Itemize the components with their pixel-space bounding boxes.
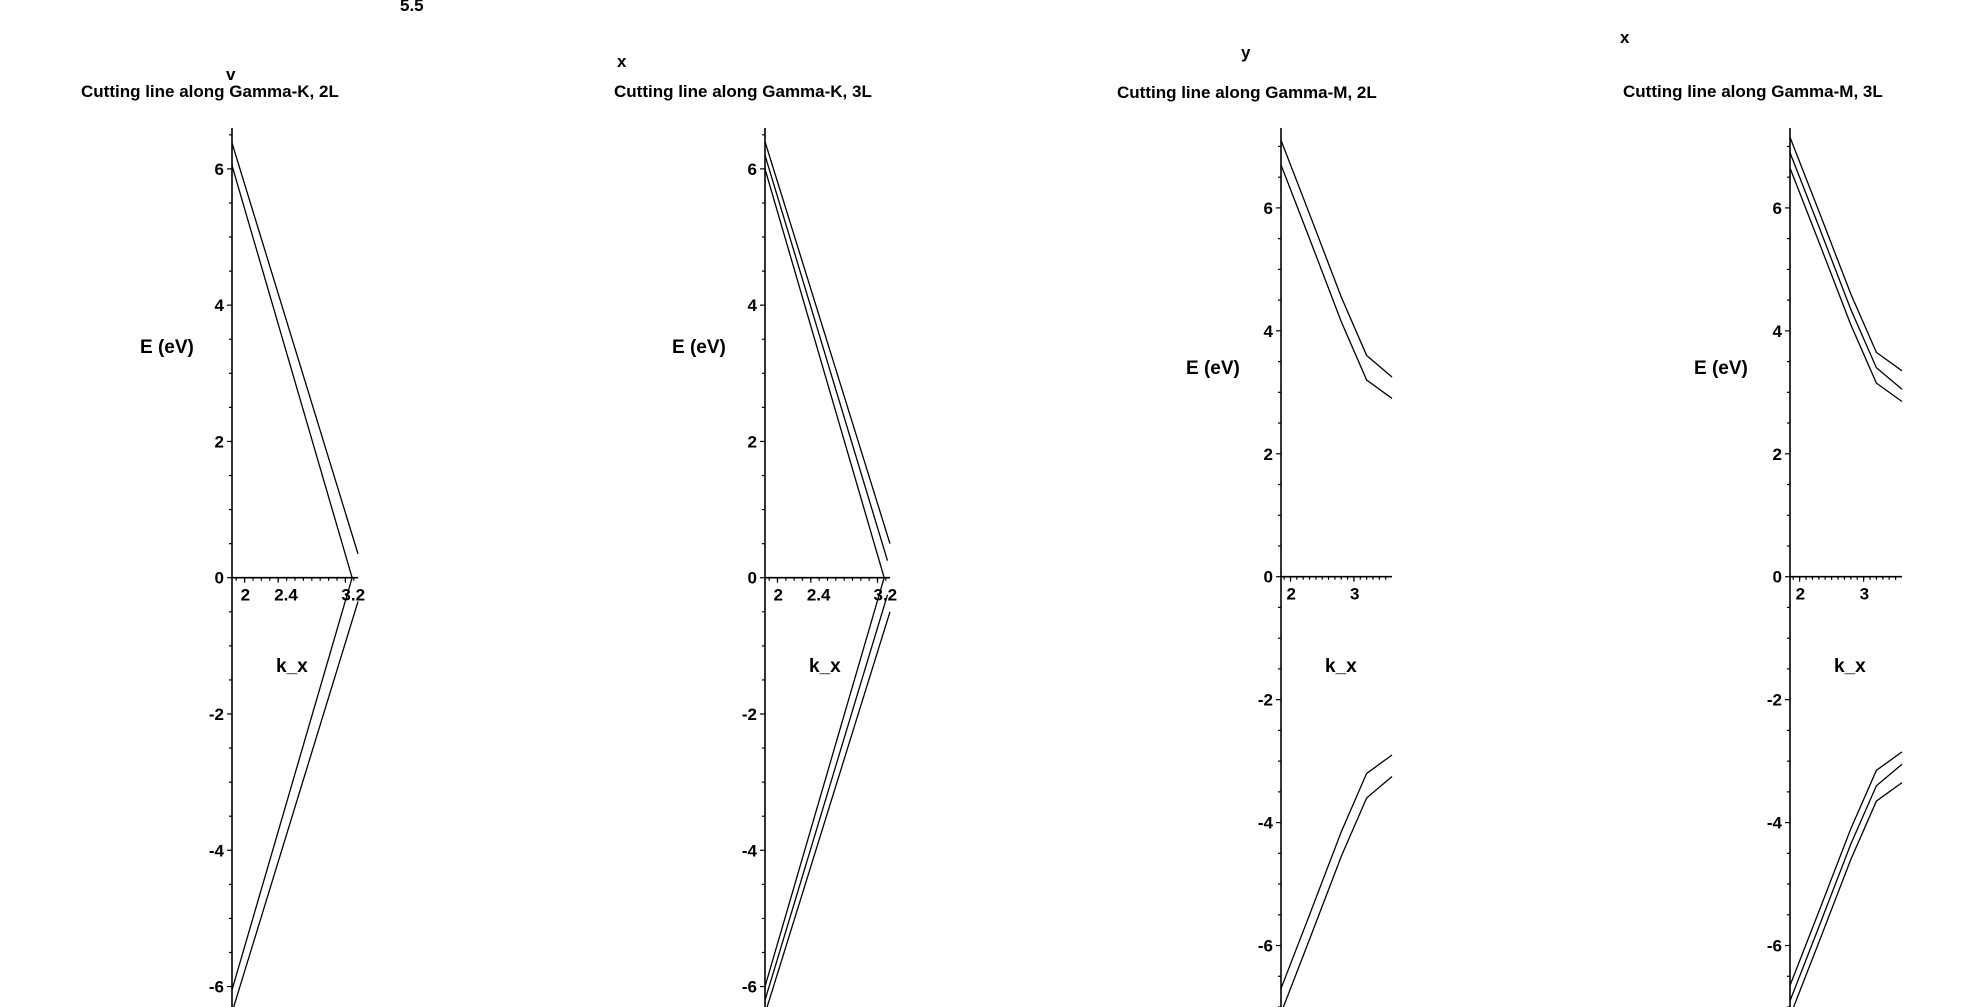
y-axis-label: E (eV) bbox=[140, 337, 194, 358]
y-tick-label: 0 bbox=[748, 569, 757, 588]
x-tick-label: 3 bbox=[1860, 585, 1869, 604]
y-tick-label: -6 bbox=[1767, 937, 1782, 956]
y-tick-label: 6 bbox=[215, 160, 224, 179]
band-line-2 bbox=[1280, 164, 1393, 399]
y-tick-label: 6 bbox=[748, 160, 757, 179]
band-line-2 bbox=[764, 155, 889, 561]
chart-title: Cutting line along Gamma-K, 2L bbox=[81, 82, 339, 101]
x-axis-label: k_x bbox=[809, 656, 841, 677]
x-tick-label: 3.2 bbox=[341, 586, 365, 605]
stray-label: 5.5 bbox=[400, 0, 424, 15]
stray-label: x bbox=[617, 52, 627, 71]
y-tick-label: 4 bbox=[215, 296, 225, 315]
y-tick-label: 4 bbox=[1773, 322, 1783, 341]
y-tick-label: 0 bbox=[1264, 568, 1273, 587]
x-tick-label: 2.4 bbox=[807, 586, 831, 605]
y-tick-label: -4 bbox=[1258, 814, 1274, 833]
chart-title: Cutting line along Gamma-M, 2L bbox=[1117, 83, 1377, 102]
x-axis-label: k_x bbox=[1325, 656, 1357, 677]
x-axis-label: k_x bbox=[1834, 656, 1866, 677]
band-line-3 bbox=[1280, 754, 1393, 989]
chart-panel-gamma-k-3l: Cutting line along Gamma-K, 3L6420-2-4-6… bbox=[614, 82, 897, 1007]
x-tick-label: 3.2 bbox=[874, 586, 898, 605]
x-tick-label: 2 bbox=[1287, 585, 1296, 604]
chart-panel-gamma-m-3l: Cutting line along Gamma-M, 3L6420-2-4-6… bbox=[1623, 82, 1903, 1007]
band-line-5 bbox=[1789, 763, 1903, 1002]
chart-title: Cutting line along Gamma-M, 3L bbox=[1623, 82, 1883, 101]
y-tick-label: 2 bbox=[1773, 445, 1782, 464]
y-tick-label: 2 bbox=[748, 432, 757, 451]
stray-label: x bbox=[1620, 28, 1630, 47]
band-line-6 bbox=[1792, 782, 1903, 1007]
x-tick-label: 2 bbox=[774, 586, 783, 605]
y-tick-label: 0 bbox=[215, 569, 224, 588]
x-tick-label: 2.4 bbox=[274, 586, 298, 605]
y-tick-label: -2 bbox=[209, 705, 224, 724]
band-line-4 bbox=[1282, 775, 1393, 1007]
y-axis-label: E (eV) bbox=[1694, 358, 1748, 379]
y-tick-label: -4 bbox=[209, 841, 225, 860]
band-line-1 bbox=[231, 142, 359, 555]
x-tick-label: 2 bbox=[241, 586, 250, 605]
band-line-1 bbox=[764, 141, 891, 544]
band-line-4 bbox=[764, 577, 885, 987]
x-tick-label: 2 bbox=[1796, 585, 1805, 604]
y-tick-label: 4 bbox=[748, 296, 758, 315]
band-line-2 bbox=[1789, 152, 1903, 390]
y-tick-label: -2 bbox=[742, 705, 757, 724]
y-axis-label: E (eV) bbox=[672, 337, 726, 358]
x-axis-label: k_x bbox=[276, 656, 308, 677]
y-tick-label: -6 bbox=[209, 978, 224, 997]
y-axis-label: E (eV) bbox=[1186, 358, 1240, 379]
band-line-1 bbox=[1789, 136, 1903, 372]
y-tick-label: -6 bbox=[742, 978, 757, 997]
band-line-3 bbox=[764, 168, 885, 578]
band-line-4 bbox=[232, 601, 359, 1007]
band-line-3 bbox=[1789, 167, 1903, 403]
y-tick-label: 2 bbox=[215, 432, 224, 451]
chart-panel-gamma-k-2l: Cutting line along Gamma-K, 2L6420-2-4-6… bbox=[81, 82, 365, 1007]
chart-panel-gamma-m-2l: Cutting line along Gamma-M, 2L6420-2-4-6… bbox=[1117, 83, 1393, 1007]
y-tick-label: 0 bbox=[1773, 568, 1782, 587]
y-tick-label: -4 bbox=[1767, 814, 1783, 833]
band-line-3 bbox=[231, 577, 353, 991]
y-tick-label: -6 bbox=[1258, 937, 1273, 956]
y-tick-label: 2 bbox=[1264, 445, 1273, 464]
y-tick-label: -4 bbox=[742, 841, 758, 860]
y-tick-label: -2 bbox=[1258, 691, 1273, 710]
band-line-4 bbox=[1789, 751, 1903, 986]
chart-title: Cutting line along Gamma-K, 3L bbox=[614, 82, 872, 101]
y-tick-label: -2 bbox=[1767, 691, 1782, 710]
band-line-1 bbox=[1280, 140, 1393, 378]
stray-label: v bbox=[226, 65, 236, 84]
x-tick-label: 3 bbox=[1350, 585, 1359, 604]
y-tick-label: 4 bbox=[1264, 322, 1274, 341]
band-line-5 bbox=[764, 594, 889, 1001]
band-line-6 bbox=[766, 611, 891, 1007]
y-tick-label: 6 bbox=[1773, 199, 1782, 218]
band-line-2 bbox=[231, 165, 353, 578]
stray-label: y bbox=[1241, 43, 1251, 62]
y-tick-label: 6 bbox=[1264, 199, 1273, 218]
